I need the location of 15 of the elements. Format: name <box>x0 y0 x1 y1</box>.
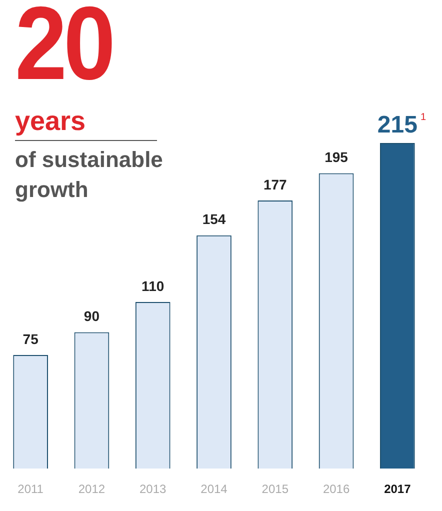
data-label: 90 <box>84 308 100 324</box>
x-tick-label: 2015 <box>262 482 289 496</box>
data-label: 195 <box>324 149 348 166</box>
x-tick-label: 2016 <box>322 482 350 496</box>
x-tick-label: 2014 <box>200 482 228 496</box>
data-label: 177 <box>263 176 288 192</box>
data-label: 75 <box>22 330 39 347</box>
x-tick-label: 2017 <box>384 482 412 496</box>
x-tick-label: 2012 <box>78 482 106 496</box>
x-tick-label: 2011 <box>18 482 44 496</box>
text: of sustainable growth <box>15 146 164 204</box>
chart-title: 20 years <box>15 0 113 138</box>
data-label: 110 <box>142 278 164 294</box>
data-label: 154 <box>202 211 226 228</box>
x-tick-label: 2013 <box>140 482 167 496</box>
